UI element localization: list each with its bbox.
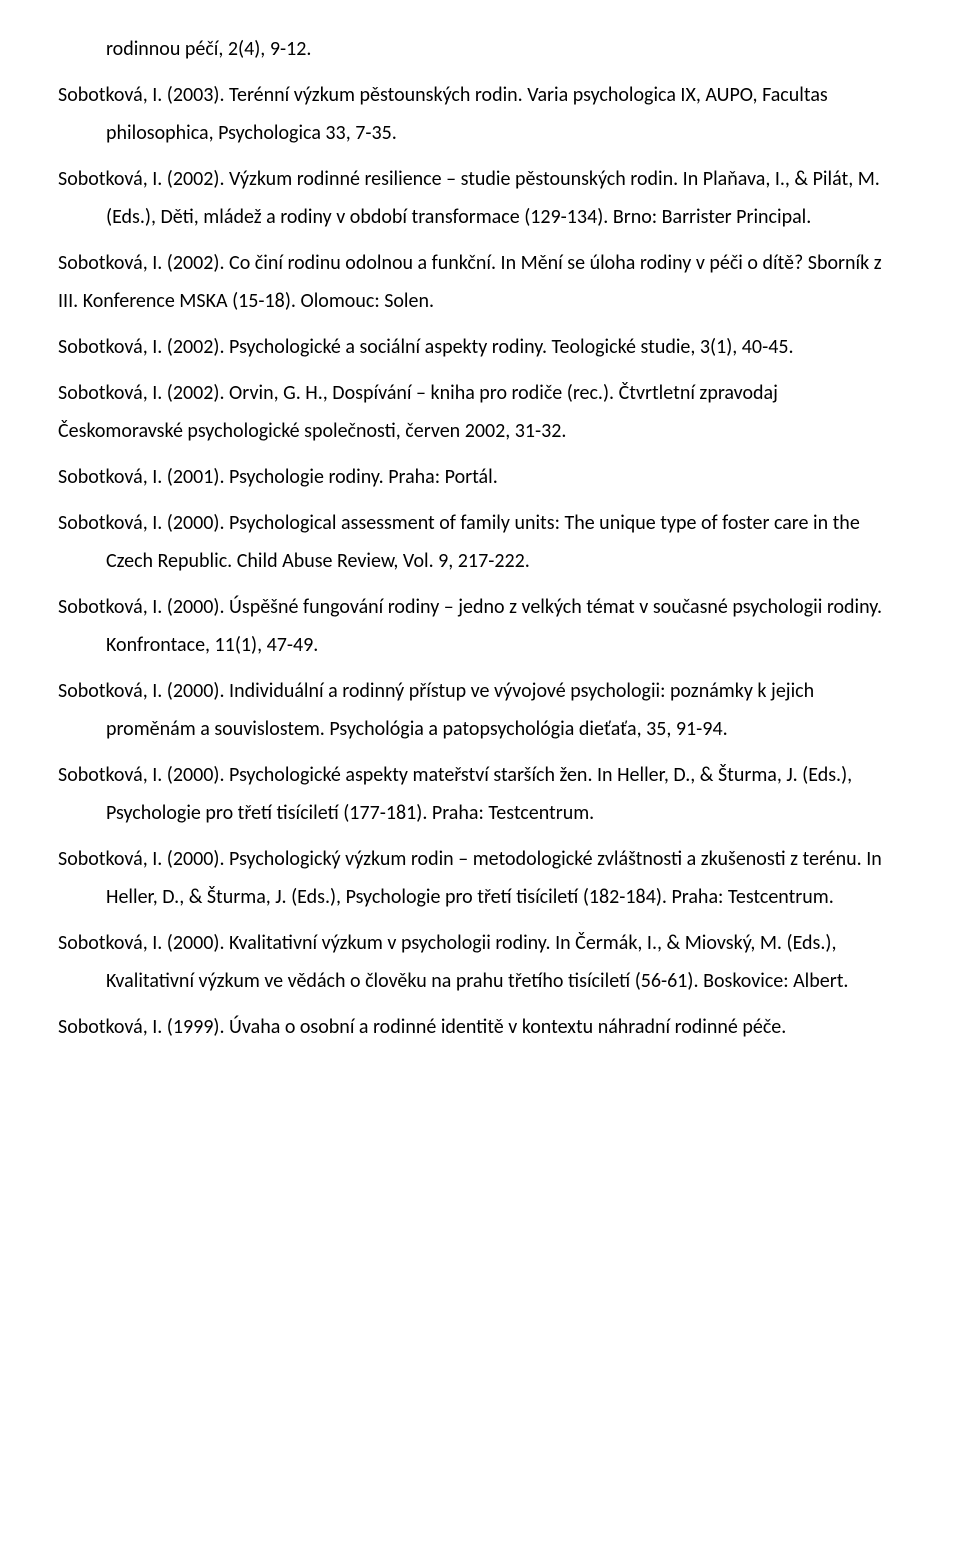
reference-entry: Sobotková, I. (2001). Psychologie rodiny… xyxy=(58,458,902,496)
reference-entry: Sobotková, I. (2002). Orvin, G. H., Dosp… xyxy=(58,374,902,450)
reference-entry: Sobotková, I. (2000). Úspěšné fungování … xyxy=(58,588,902,664)
reference-entry: Sobotková, I. (2000). Psychologický výzk… xyxy=(58,840,902,916)
reference-entry: Sobotková, I. (2002). Psychologické a so… xyxy=(58,328,902,366)
reference-entry: Sobotková, I. (2000). Individuální a rod… xyxy=(58,672,902,748)
reference-entry: Sobotková, I. (1999). Úvaha o osobní a r… xyxy=(58,1008,902,1046)
reference-entry: Sobotková, I. (2000). Kvalitativní výzku… xyxy=(58,924,902,1000)
reference-entry: Sobotková, I. (2000). Psychologické aspe… xyxy=(58,756,902,832)
reference-entry: Sobotková, I. (2002). Co činí rodinu odo… xyxy=(58,244,902,320)
reference-entry: Sobotková, I. (2002). Výzkum rodinné res… xyxy=(58,160,902,236)
reference-continuation: rodinnou péčí, 2(4), 9-12. xyxy=(58,30,902,68)
reference-entry: Sobotková, I. (2003). Terénní výzkum pěs… xyxy=(58,76,902,152)
reference-entry: Sobotková, I. (2000). Psychological asse… xyxy=(58,504,902,580)
